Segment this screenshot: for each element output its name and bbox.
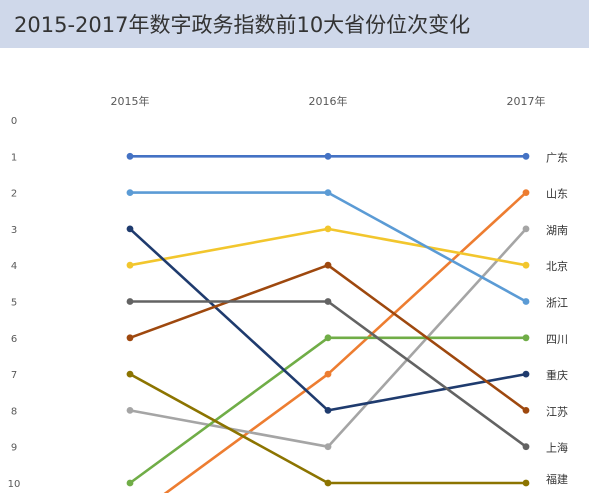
series-line [129, 372, 526, 485]
series-marker [522, 334, 530, 342]
series-label: 四川 [546, 333, 568, 346]
x-tick-label: 2015年 [111, 94, 150, 108]
series-marker [324, 152, 332, 160]
series-line [129, 227, 527, 412]
rank-line-chart: 2015年 2016年 2017年 0 1 2 3 4 5 6 7 8 9 10 广东山东湖南北京浙江四川重… [8, 94, 568, 493]
series-label: 江苏 [546, 405, 568, 418]
series-marker [126, 189, 134, 197]
series-marker [324, 443, 332, 451]
series-marker [126, 334, 134, 342]
y-tick-label: 7 [11, 370, 17, 381]
series-label: 湖南 [546, 224, 568, 237]
y-tick-label: 1 [11, 152, 17, 163]
title-bar: 2015-2017年数字政务指数前10大省份位次变化 [0, 0, 589, 48]
series-label: 山东 [546, 188, 568, 201]
series-marker [324, 407, 332, 414]
series-marker [522, 189, 530, 197]
y-tick-label: 0 [11, 116, 17, 127]
series-marker [324, 225, 332, 233]
series-label: 浙江 [546, 297, 568, 310]
series-marker [324, 370, 332, 378]
series-marker [522, 225, 530, 233]
series-marker [324, 189, 332, 197]
y-tick-label: 3 [11, 225, 17, 236]
series-marker [324, 479, 332, 487]
y-tick-label: 8 [11, 406, 17, 417]
y-tick-label: 5 [11, 298, 17, 309]
chart-title: 2015-2017年数字政务指数前10大省份位次变化 [14, 13, 471, 37]
series-label: 福建 [546, 472, 568, 486]
x-tick-label: 2016年 [309, 94, 348, 108]
series-marker [324, 334, 332, 342]
series-label: 重庆 [546, 368, 568, 382]
series-marker [126, 261, 134, 269]
series-marker [126, 479, 134, 487]
y-tick-label: 9 [11, 443, 17, 454]
series-marker [522, 479, 530, 487]
series-marker [324, 298, 332, 305]
series-line [163, 191, 527, 493]
series-marker [126, 298, 134, 305]
series-marker [126, 225, 134, 233]
series-marker [522, 152, 530, 160]
y-tick-label: 4 [11, 261, 17, 272]
y-tick-label: 6 [11, 334, 17, 345]
series-marker [126, 152, 134, 160]
series-label: 北京 [546, 259, 568, 273]
series-label: 广东 [546, 151, 568, 164]
series-label: 上海 [546, 441, 568, 455]
series-marker [522, 407, 530, 414]
series-marker [126, 370, 134, 378]
series-marker [522, 298, 530, 305]
x-tick-label: 2017年 [507, 94, 546, 108]
series-marker [522, 261, 530, 269]
y-tick-label: 10 [8, 479, 21, 490]
series-marker [126, 407, 134, 414]
series-marker [522, 443, 530, 451]
y-tick-label: 2 [11, 189, 17, 200]
series-marker [324, 261, 332, 269]
series-marker [522, 370, 530, 378]
